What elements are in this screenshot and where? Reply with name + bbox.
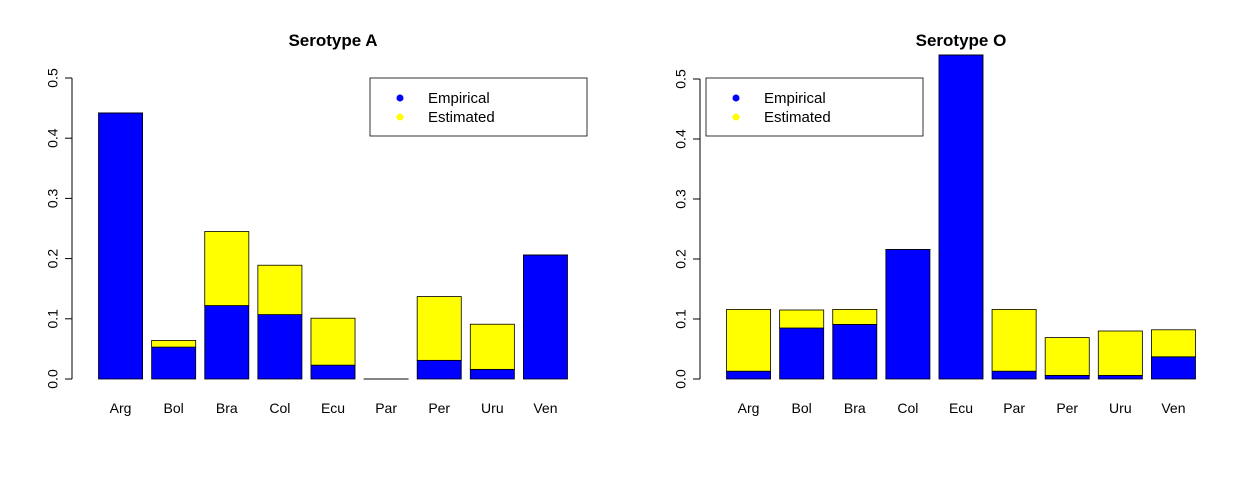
y-tick-label: 0.5 xyxy=(673,69,689,89)
bar-estimated xyxy=(1097,330,1143,376)
bar-empirical xyxy=(151,346,197,380)
y-tick-label: 0.1 xyxy=(673,309,689,329)
bar-estimated xyxy=(151,340,197,348)
bar-empirical xyxy=(991,370,1037,380)
bar-empirical xyxy=(523,254,568,380)
x-category-label: Col xyxy=(269,400,290,416)
x-category-label: Bol xyxy=(164,400,184,416)
x-category-label: Par xyxy=(375,400,397,416)
x-category-label: Ecu xyxy=(321,400,345,416)
bar-estimated xyxy=(310,317,356,366)
x-category-label: Bra xyxy=(216,400,238,416)
legend-marker xyxy=(396,94,404,102)
y-tick-label: 0.5 xyxy=(45,68,61,88)
bar-empirical xyxy=(779,327,825,380)
bar-estimated xyxy=(257,264,303,315)
bar-empirical xyxy=(257,314,303,380)
y-tick-label: 0.0 xyxy=(45,369,61,389)
y-tick-label: 0.4 xyxy=(45,128,61,148)
y-tick-label: 0.4 xyxy=(673,129,689,149)
x-category-label: Arg xyxy=(738,400,760,416)
legend-marker xyxy=(732,94,740,102)
bar-estimated xyxy=(469,323,515,370)
x-category-label: Ven xyxy=(533,400,557,416)
legend-box xyxy=(705,77,924,137)
x-category-label: Bra xyxy=(844,400,866,416)
x-category-label: Uru xyxy=(1109,400,1132,416)
legend-label: Estimated xyxy=(764,109,831,126)
bar-empirical xyxy=(832,323,878,380)
legend-box xyxy=(369,77,588,137)
chart-title: Serotype O xyxy=(916,31,1007,50)
y-tick-label: 0.3 xyxy=(673,189,689,209)
chart-serotype-a: Serotype A 0.0 0.1 0.2 0.3 0.4 0.5 Arg Bol Bra Col… xyxy=(45,31,588,416)
bar-empirical xyxy=(416,359,462,380)
x-category-label: Ecu xyxy=(949,400,973,416)
y-tick-label: 0.2 xyxy=(45,249,61,269)
legend-label: Empirical xyxy=(428,90,490,107)
x-category-label: Ven xyxy=(1161,400,1185,416)
bar-estimated xyxy=(832,308,878,325)
x-category-label: Per xyxy=(1056,400,1078,416)
bar-empirical xyxy=(938,54,984,380)
legend-marker xyxy=(732,113,740,121)
bar-estimated xyxy=(779,309,825,329)
bar-empirical xyxy=(204,305,250,380)
bar-empirical xyxy=(1151,356,1196,380)
bar-empirical xyxy=(98,112,143,380)
x-category-label: Arg xyxy=(110,400,132,416)
bar-empirical xyxy=(1044,374,1090,380)
y-tick-label: 0.2 xyxy=(673,249,689,269)
x-category-label: Uru xyxy=(481,400,504,416)
bar-estimated xyxy=(1044,337,1090,376)
x-category-label: Per xyxy=(428,400,450,416)
bar-estimated xyxy=(726,308,771,372)
chart-serotype-o: Serotype O 0.0 0.1 0.2 0.3 0.4 0.5 Arg Bol Bra Col… xyxy=(673,31,1196,416)
bar-empirical xyxy=(726,370,771,380)
bar-empirical xyxy=(1097,374,1143,380)
y-tick-label: 0.0 xyxy=(673,369,689,389)
y-tick-label: 0.3 xyxy=(45,188,61,208)
x-category-label: Par xyxy=(1003,400,1025,416)
bar-estimated xyxy=(204,231,250,306)
bar-estimated xyxy=(991,308,1037,372)
chart-title: Serotype A xyxy=(288,31,377,50)
bar-estimated xyxy=(416,296,462,361)
legend-label: Empirical xyxy=(764,90,826,107)
legend-label: Estimated xyxy=(428,109,495,126)
legend-marker xyxy=(396,113,404,121)
bar-estimated xyxy=(1151,329,1196,358)
y-tick-label: 0.1 xyxy=(45,309,61,329)
bar-empirical xyxy=(310,364,356,380)
x-category-label: Bol xyxy=(792,400,812,416)
bar-empirical xyxy=(469,368,515,380)
bar-empirical xyxy=(885,248,931,380)
x-category-label: Col xyxy=(897,400,918,416)
